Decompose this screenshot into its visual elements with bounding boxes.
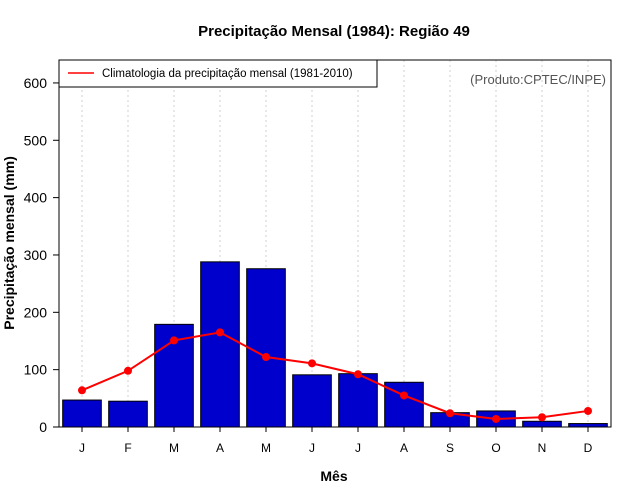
legend-label: Climatologia da precipitação mensal (198… bbox=[102, 68, 353, 80]
climatology-point-8 bbox=[400, 391, 408, 400]
x-tick-label-2: F bbox=[124, 441, 131, 455]
x-tick-label-1: J bbox=[79, 441, 85, 455]
bar-N-11 bbox=[522, 420, 562, 428]
bar-F-2 bbox=[108, 400, 148, 428]
climatology-point-7 bbox=[354, 370, 362, 379]
bar-J-7 bbox=[338, 373, 378, 428]
y-tick-label-200: 200 bbox=[24, 304, 48, 320]
climatology-point-9 bbox=[446, 409, 454, 418]
bar-J-6 bbox=[292, 374, 332, 428]
x-tick-label-10: O bbox=[491, 441, 500, 455]
x-axis-label: Mês bbox=[320, 468, 347, 484]
bar-A-4 bbox=[200, 261, 240, 428]
climatology-line-series bbox=[78, 328, 592, 423]
source-annotation: (Produto:CPTEC/INPE) bbox=[470, 72, 606, 87]
legend: Climatologia da precipitação mensal (198… bbox=[58, 59, 378, 88]
y-tick-label-600: 600 bbox=[24, 75, 48, 91]
x-tick-label-8: A bbox=[400, 441, 408, 455]
y-tick-label-0: 0 bbox=[39, 419, 47, 435]
x-tick-label-9: S bbox=[446, 441, 454, 455]
x-tick-label-11: N bbox=[538, 441, 547, 455]
bar-J-1 bbox=[62, 399, 102, 428]
x-tick-label-4: A bbox=[216, 441, 224, 455]
y-tick-label-100: 100 bbox=[24, 362, 48, 378]
climatology-point-6 bbox=[308, 359, 316, 368]
climatology-point-1 bbox=[78, 386, 86, 395]
plot-frame bbox=[58, 59, 612, 428]
climatology-point-12 bbox=[584, 406, 592, 415]
y-axis: 0 100 200 300 400 500 600 bbox=[24, 75, 59, 435]
bar-D-12 bbox=[568, 423, 608, 428]
x-tick-label-12: D bbox=[584, 441, 593, 455]
chart-title: Precipitação Mensal (1984): Região 49 bbox=[198, 23, 470, 40]
bar-series bbox=[62, 261, 608, 428]
y-axis-label: Precipitação mensal (mm) bbox=[1, 156, 17, 330]
climatology-point-11 bbox=[538, 413, 546, 422]
climatology-line bbox=[81, 331, 589, 420]
y-tick-label-300: 300 bbox=[24, 247, 48, 263]
climatology-point-4 bbox=[216, 328, 224, 337]
x-tick-label-6: J bbox=[309, 441, 315, 455]
x-tick-label-5: M bbox=[261, 441, 271, 455]
x-tick-label-3: M bbox=[169, 441, 179, 455]
climatology-point-2 bbox=[124, 366, 132, 375]
x-tick-label-7: J bbox=[355, 441, 361, 455]
y-tick-label-400: 400 bbox=[24, 190, 48, 206]
climatology-point-5 bbox=[262, 353, 270, 362]
climatology-point-10 bbox=[492, 414, 500, 423]
legend-box bbox=[58, 59, 378, 88]
y-tick-label-500: 500 bbox=[24, 132, 48, 148]
climatology-point-3 bbox=[170, 336, 178, 345]
bar-M-5 bbox=[246, 268, 286, 428]
